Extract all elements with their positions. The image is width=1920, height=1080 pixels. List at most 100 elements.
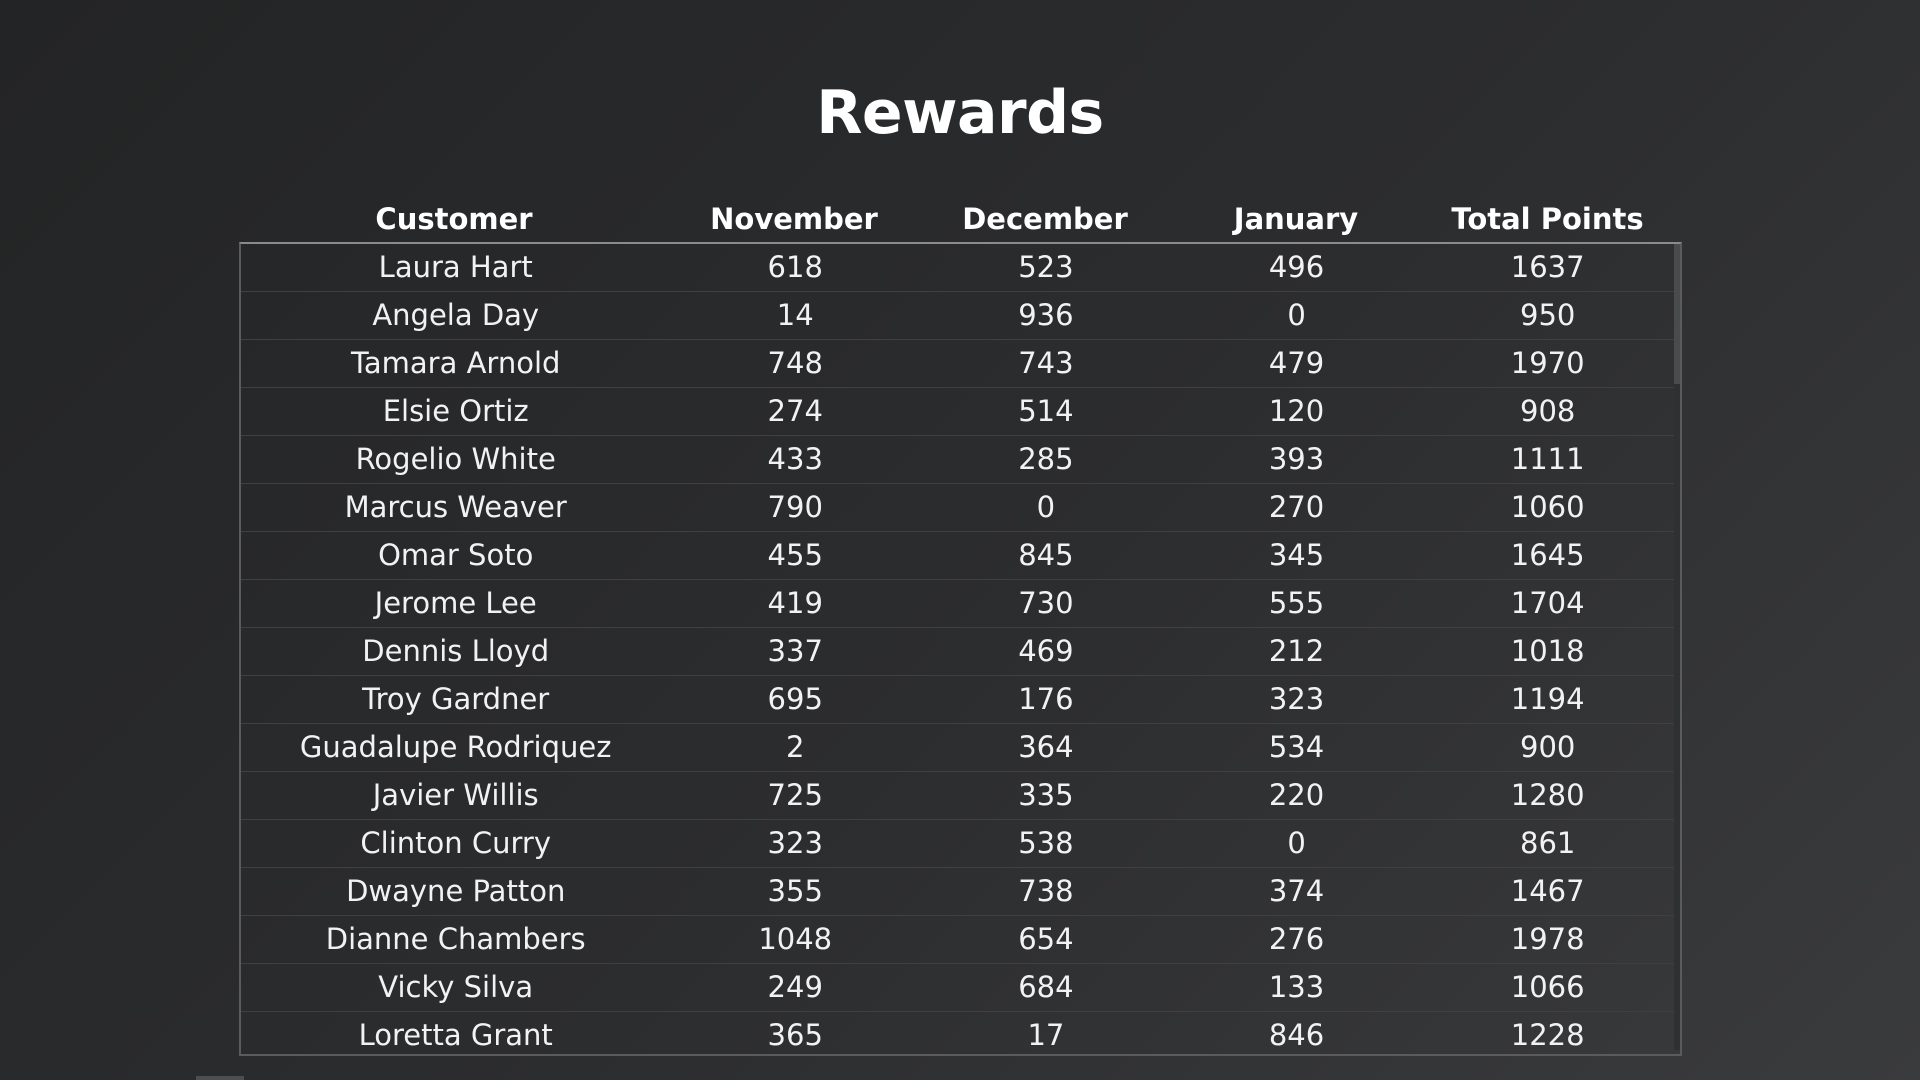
december-cell: 285 xyxy=(1018,442,1074,476)
customer-cell: Clinton Curry xyxy=(360,826,551,860)
table-row[interactable]: Dennis Lloyd 337 469 212 1018 xyxy=(241,628,1674,676)
table-row[interactable]: Clinton Curry 323 538 0 861 xyxy=(241,820,1674,868)
november-cell: 748 xyxy=(767,346,823,380)
table-body: Laura Hart 618 523 496 1637 Angela Day 14 936 0 9… xyxy=(241,244,1674,1054)
january-cell: 393 xyxy=(1268,442,1325,476)
december-cell: 335 xyxy=(1018,778,1074,812)
total-points-cell: 1228 xyxy=(1510,1018,1585,1052)
customer-cell: Loretta Grant xyxy=(358,1018,553,1052)
january-cell: 846 xyxy=(1268,1018,1325,1052)
column-header-november[interactable]: November xyxy=(710,202,878,236)
horizontal-scrollbar-thumb[interactable] xyxy=(196,1076,244,1080)
table-row[interactable]: Troy Gardner 695 176 323 1194 xyxy=(241,676,1674,724)
customer-cell: Omar Soto xyxy=(378,538,534,572)
table-row[interactable]: Javier Willis 725 335 220 1280 xyxy=(241,772,1674,820)
november-cell: 249 xyxy=(767,970,823,1004)
customer-cell: Guadalupe Rodriquez xyxy=(299,730,612,764)
total-points-cell: 1280 xyxy=(1510,778,1585,812)
january-cell: 374 xyxy=(1268,874,1325,908)
november-cell: 725 xyxy=(767,778,823,812)
customer-cell: Vicky Silva xyxy=(378,970,534,1004)
vertical-scrollbar-thumb[interactable] xyxy=(1674,244,1680,384)
column-header-december[interactable]: December xyxy=(962,202,1128,236)
november-cell: 337 xyxy=(767,634,823,668)
total-points-cell: 1970 xyxy=(1510,346,1585,380)
december-cell: 364 xyxy=(1018,730,1074,764)
table-row[interactable]: Angela Day 14 936 0 950 xyxy=(241,292,1674,340)
november-cell: 1048 xyxy=(758,922,833,956)
january-cell: 496 xyxy=(1268,250,1325,284)
page-title: Rewards xyxy=(816,78,1104,148)
january-cell: 276 xyxy=(1268,922,1325,956)
table-row[interactable]: Laura Hart 618 523 496 1637 xyxy=(241,244,1674,292)
table-row[interactable]: Dianne Chambers 1048 654 276 1978 xyxy=(241,916,1674,964)
december-cell: 523 xyxy=(1018,250,1074,284)
december-cell: 469 xyxy=(1018,634,1074,668)
vertical-scrollbar[interactable] xyxy=(1674,244,1680,1050)
customer-cell: Jerome Lee xyxy=(374,586,537,620)
table-row[interactable]: Jerome Lee 419 730 555 1704 xyxy=(241,580,1674,628)
november-cell: 365 xyxy=(767,1018,823,1052)
column-header-total-points[interactable]: Total Points xyxy=(1451,202,1644,236)
table-row[interactable]: Rogelio White 433 285 393 1111 xyxy=(241,436,1674,484)
table-row[interactable]: Guadalupe Rodriquez 2 364 534 900 xyxy=(241,724,1674,772)
january-cell: 479 xyxy=(1268,346,1325,380)
november-cell: 323 xyxy=(767,826,823,860)
november-cell: 790 xyxy=(767,490,823,524)
table-row[interactable]: Loretta Grant 365 17 846 1228 xyxy=(241,1012,1674,1054)
january-cell: 323 xyxy=(1268,682,1325,716)
december-cell: 17 xyxy=(1027,1018,1065,1052)
total-points-cell: 1066 xyxy=(1510,970,1585,1004)
table-row[interactable]: Elsie Ortiz 274 514 120 908 xyxy=(241,388,1674,436)
customer-cell: Elsie Ortiz xyxy=(382,394,529,428)
table-header: Customer November December January Total… xyxy=(239,198,1682,240)
total-points-cell: 1978 xyxy=(1510,922,1585,956)
customer-cell: Dianne Chambers xyxy=(325,922,586,956)
december-cell: 738 xyxy=(1018,874,1074,908)
january-cell: 120 xyxy=(1268,394,1325,428)
table-row[interactable]: Vicky Silva 249 684 133 1066 xyxy=(241,964,1674,1012)
december-cell: 538 xyxy=(1018,826,1074,860)
table-scroll-area[interactable]: Laura Hart 618 523 496 1637 Angela Day 14 936 0 9… xyxy=(239,242,1682,1056)
total-points-cell: 908 xyxy=(1520,394,1576,428)
november-cell: 695 xyxy=(767,682,823,716)
total-points-cell: 1704 xyxy=(1510,586,1585,620)
column-header-customer[interactable]: Customer xyxy=(375,202,533,236)
december-cell: 936 xyxy=(1018,298,1074,332)
total-points-cell: 950 xyxy=(1520,298,1576,332)
total-points-cell: 861 xyxy=(1520,826,1576,860)
november-cell: 618 xyxy=(767,250,823,284)
january-cell: 345 xyxy=(1268,538,1325,572)
customer-cell: Javier Willis xyxy=(372,778,539,812)
customer-cell: Marcus Weaver xyxy=(344,490,567,524)
table-row[interactable]: Marcus Weaver 790 0 270 1060 xyxy=(241,484,1674,532)
customer-cell: Troy Gardner xyxy=(362,682,550,716)
january-cell: 212 xyxy=(1268,634,1325,668)
customer-cell: Dennis Lloyd xyxy=(362,634,550,668)
customer-cell: Tamara Arnold xyxy=(350,346,561,380)
december-cell: 514 xyxy=(1018,394,1074,428)
december-cell: 743 xyxy=(1018,346,1074,380)
december-cell: 176 xyxy=(1018,682,1074,716)
november-cell: 274 xyxy=(767,394,823,428)
total-points-cell: 1645 xyxy=(1510,538,1585,572)
december-cell: 730 xyxy=(1018,586,1074,620)
table-row[interactable]: Tamara Arnold 748 743 479 1970 xyxy=(241,340,1674,388)
december-cell: 654 xyxy=(1018,922,1074,956)
customer-cell: Dwayne Patton xyxy=(346,874,566,908)
november-cell: 14 xyxy=(776,298,814,332)
customer-cell: Angela Day xyxy=(372,298,540,332)
january-cell: 270 xyxy=(1268,490,1325,524)
january-cell: 0 xyxy=(1287,826,1306,860)
november-cell: 455 xyxy=(767,538,823,572)
january-cell: 534 xyxy=(1268,730,1325,764)
column-header-january[interactable]: January xyxy=(1233,202,1359,236)
table-row[interactable]: Dwayne Patton 355 738 374 1467 xyxy=(241,868,1674,916)
total-points-cell: 1467 xyxy=(1510,874,1585,908)
total-points-cell: 1637 xyxy=(1510,250,1585,284)
table-row[interactable]: Omar Soto 455 845 345 1645 xyxy=(241,532,1674,580)
december-cell: 845 xyxy=(1018,538,1074,572)
january-cell: 133 xyxy=(1268,970,1325,1004)
november-cell: 2 xyxy=(786,730,805,764)
total-points-cell: 1194 xyxy=(1510,682,1585,716)
